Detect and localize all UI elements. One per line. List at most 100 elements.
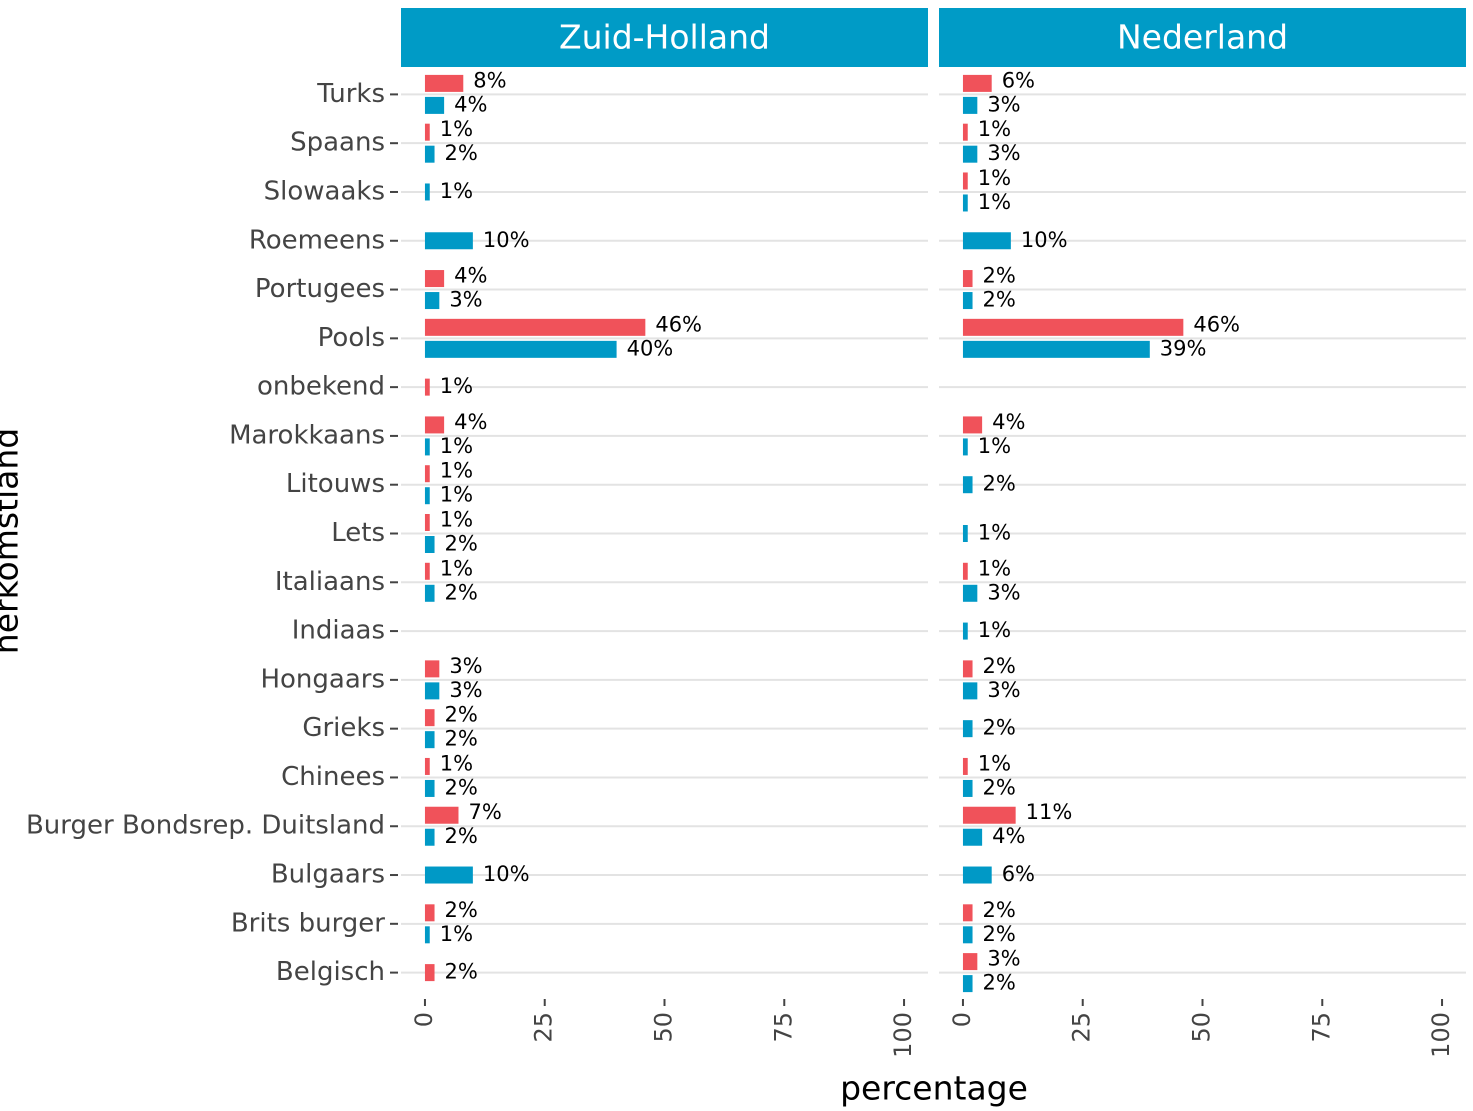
bar <box>424 183 430 201</box>
bar <box>962 416 983 434</box>
data-label: 2% <box>983 716 1016 740</box>
bar <box>962 975 973 993</box>
data-label: 1% <box>440 508 473 532</box>
data-label: 10% <box>1021 228 1068 252</box>
data-label: 3% <box>987 92 1020 116</box>
data-label: 6% <box>1002 862 1035 886</box>
bar <box>962 682 978 700</box>
data-label: 46% <box>1193 312 1240 336</box>
bar <box>424 292 440 310</box>
facet-title: Nederland <box>1117 18 1288 57</box>
bar <box>424 779 435 797</box>
data-label: 1% <box>440 459 473 483</box>
data-label: 3% <box>449 678 482 702</box>
data-label: 2% <box>983 922 1016 946</box>
y-tick-label: Brits burger <box>231 908 385 938</box>
bar <box>424 731 435 749</box>
data-label: 1% <box>440 556 473 580</box>
data-label: 2% <box>983 288 1016 312</box>
bar <box>424 465 430 483</box>
bar <box>424 584 435 602</box>
x-tick-label: 75 <box>769 1012 797 1043</box>
x-tick-label: 100 <box>1427 1012 1455 1058</box>
bar <box>424 416 445 434</box>
y-tick-label: Litouws <box>286 469 385 499</box>
facet-title: Zuid-Holland <box>559 18 770 57</box>
data-label: 2% <box>445 532 478 556</box>
y-tick-label: Roemeens <box>249 225 385 255</box>
data-label: 2% <box>445 824 478 848</box>
bar <box>962 622 968 640</box>
bar <box>962 757 968 775</box>
data-label: 2% <box>983 898 1016 922</box>
y-tick-label: Turks <box>316 79 385 109</box>
bar <box>424 562 430 580</box>
bar <box>962 779 973 797</box>
x-tick-label: 50 <box>650 1012 678 1043</box>
bar <box>424 904 435 922</box>
bar <box>962 866 992 884</box>
data-label: 2% <box>445 580 478 604</box>
data-label: 2% <box>983 775 1016 799</box>
data-label: 2% <box>983 654 1016 678</box>
bar <box>962 660 973 678</box>
data-label: 1% <box>978 556 1011 580</box>
y-tick-label: Portugees <box>255 274 385 304</box>
bar <box>962 340 1150 358</box>
bar <box>424 964 435 982</box>
data-label: 7% <box>468 800 501 824</box>
y-tick-label: Indiaas <box>292 616 385 646</box>
data-label: 39% <box>1160 336 1207 360</box>
data-label: 4% <box>454 264 487 288</box>
y-tick-label: Spaans <box>290 128 385 158</box>
data-label: 4% <box>454 92 487 116</box>
bar <box>962 194 968 212</box>
x-axis-label: percentage <box>840 1069 1028 1108</box>
y-tick-label: Slowaaks <box>264 176 385 206</box>
bar <box>424 123 430 141</box>
data-label: 3% <box>987 580 1020 604</box>
data-label: 1% <box>440 751 473 775</box>
bar <box>962 720 973 738</box>
bar <box>424 318 646 336</box>
bar <box>424 866 473 884</box>
bar <box>962 123 968 141</box>
bar <box>424 438 430 456</box>
data-label: 10% <box>483 862 530 886</box>
strip <box>939 8 1466 67</box>
data-label: 1% <box>440 374 473 398</box>
data-label: 1% <box>440 434 473 458</box>
x-tick-label: 50 <box>1188 1012 1216 1043</box>
x-tick-label: 100 <box>889 1012 917 1058</box>
data-label: 4% <box>992 410 1025 434</box>
bar <box>424 487 430 505</box>
data-label: 46% <box>655 312 702 336</box>
data-label: 2% <box>445 141 478 165</box>
data-label: 40% <box>627 336 674 360</box>
bar <box>962 145 978 163</box>
x-tick-label: 0 <box>948 1012 976 1027</box>
bar <box>424 806 459 824</box>
y-tick-label: Lets <box>331 518 385 548</box>
bar <box>962 96 978 114</box>
y-tick-label: Marokkaans <box>229 420 385 450</box>
bar <box>424 757 430 775</box>
data-label: 2% <box>983 264 1016 288</box>
bar <box>962 806 1016 824</box>
data-label: 1% <box>978 117 1011 141</box>
y-tick-label: Burger Bondsrep. Duitsland <box>26 811 385 841</box>
bar <box>424 74 464 92</box>
y-tick-label: Italiaans <box>275 567 385 597</box>
data-label: 3% <box>449 288 482 312</box>
bar <box>424 514 430 531</box>
bar <box>424 828 435 846</box>
bar <box>962 318 1184 336</box>
data-label: 4% <box>992 824 1025 848</box>
y-tick-label: Grieks <box>302 713 385 743</box>
bar <box>424 926 430 944</box>
data-label: 1% <box>440 117 473 141</box>
y-tick-label: Chinees <box>281 762 385 792</box>
bar <box>962 904 973 922</box>
bar <box>424 709 435 727</box>
